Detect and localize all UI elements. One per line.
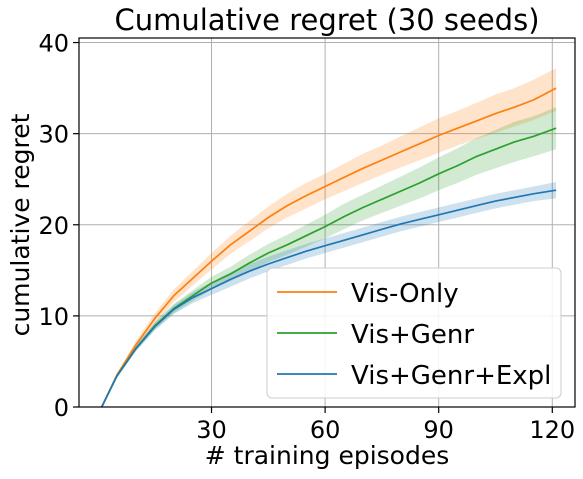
- legend-label-0: Vis-Only: [351, 279, 459, 309]
- y-tick-label: 10: [38, 303, 69, 331]
- legend: Vis-Only Vis+Genr Vis+Genr+Expl: [266, 267, 562, 399]
- series-line-2: [100, 189, 557, 408]
- series-line-0: [100, 87, 557, 408]
- y-tick-label: 40: [38, 30, 69, 58]
- x-tick-label: 60: [310, 416, 341, 444]
- y-tick-label: 0: [54, 394, 69, 422]
- legend-label-2: Vis+Genr+Expl: [351, 361, 551, 391]
- axis-ticks: 30 60 90 120 0 10 20 30 40: [38, 30, 575, 444]
- chart-title: Cumulative regret (30 seeds): [114, 3, 539, 37]
- y-axis-label: cumulative regret: [6, 113, 35, 336]
- series-lines: [100, 87, 557, 408]
- x-axis-label: # training episodes: [205, 441, 449, 470]
- x-tick-label: 90: [423, 416, 454, 444]
- confidence-band-2: [101, 182, 557, 407]
- confidence-band-1: [101, 107, 557, 407]
- confidence-bands: [101, 68, 557, 407]
- y-tick-label: 20: [38, 212, 69, 240]
- legend-box: [266, 267, 562, 399]
- x-tick-label: 30: [196, 416, 227, 444]
- x-tick-label: 120: [529, 416, 575, 444]
- confidence-band-0: [101, 68, 557, 407]
- plot-frame: [78, 37, 576, 408]
- y-tick-label: 30: [38, 121, 69, 149]
- legend-label-1: Vis+Genr: [351, 320, 474, 350]
